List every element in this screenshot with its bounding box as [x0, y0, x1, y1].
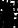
Text: POWER
AMPLIFIER: POWER AMPLIFIER — [14, 1, 18, 28]
Text: PREDISTORTOR: PREDISTORTOR — [0, 18, 18, 28]
Text: 18: 18 — [0, 0, 5, 8]
Text: 16: 16 — [0, 13, 4, 28]
Text: FIRST
PATH: FIRST PATH — [0, 2, 18, 28]
Text: 14: 14 — [0, 18, 7, 28]
Polygon shape — [6, 17, 10, 19]
Text: SECOND
PATH: SECOND PATH — [0, 2, 18, 28]
Text: FIRST SPLIT CARRIER
SIGNAL WITH
PREDISTORTION: FIRST SPLIT CARRIER SIGNAL WITH PREDISTO… — [0, 0, 18, 13]
Text: 12: 12 — [6, 24, 18, 28]
Polygon shape — [2, 3, 4, 5]
Bar — [6, 16, 10, 18]
Polygon shape — [3, 11, 5, 13]
Text: POWER
AMP: POWER AMP — [0, 0, 18, 26]
Polygon shape — [4, 8, 8, 10]
Bar — [5, 24, 10, 26]
Polygon shape — [12, 14, 13, 16]
Text: SPLITTER: SPLITTER — [0, 10, 18, 24]
Text: COMBINER: COMBINER — [0, 2, 18, 16]
Polygon shape — [5, 25, 10, 27]
Text: SECOND SPLIT CARRIER
SIGNAL WITH
PREDISTORTION: SECOND SPLIT CARRIER SIGNAL WITH PREDIST… — [0, 0, 18, 13]
Text: —PRIOR ART—: —PRIOR ART— — [13, 12, 18, 28]
Text: 20: 20 — [0, 14, 12, 28]
Text: AMPLIFIED
CARRIER
OUTPUT
SIGNAL: AMPLIFIED CARRIER OUTPUT SIGNAL — [10, 0, 18, 28]
Text: CARRIER
INPUT: CARRIER INPUT — [0, 0, 18, 27]
Bar — [4, 8, 8, 10]
Text: 10: 10 — [0, 7, 13, 25]
Text: FIG. 1: FIG. 1 — [13, 0, 18, 28]
